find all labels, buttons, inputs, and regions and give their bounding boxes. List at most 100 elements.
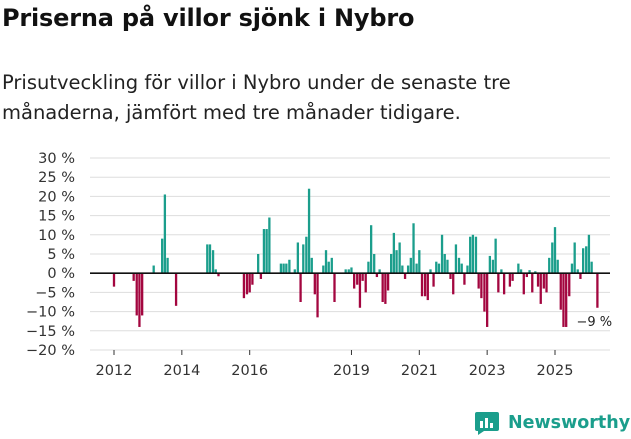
bar — [556, 259, 559, 274]
x-tick-label: 2025 — [537, 363, 574, 379]
bar — [350, 267, 353, 274]
bar — [426, 273, 429, 301]
bar — [545, 273, 548, 293]
bar — [497, 273, 500, 293]
bar — [257, 254, 260, 274]
bar-chart: −20 % −15 % −10 % −5 % 0 % 5 % 10 % 15 % 20 % 25 … — [26, 151, 612, 379]
bar — [251, 273, 254, 285]
bar — [307, 188, 311, 274]
bar — [477, 273, 480, 289]
bar — [313, 273, 316, 295]
bar — [559, 273, 562, 310]
bar — [488, 255, 492, 274]
bar — [395, 250, 398, 274]
bar — [519, 269, 523, 274]
chart-subtitle: Prisutveckling för villor i Nybro under … — [2, 71, 511, 124]
bar — [242, 273, 246, 299]
bar — [288, 259, 291, 274]
bar — [423, 273, 427, 297]
gridlines — [90, 157, 610, 351]
bar — [285, 263, 288, 274]
bar — [508, 273, 512, 287]
bar — [511, 273, 514, 281]
bar — [259, 273, 263, 279]
bar — [579, 273, 582, 279]
bar — [500, 269, 503, 274]
bar — [452, 273, 455, 295]
y-tick-label: 20 % — [38, 189, 75, 205]
y-tick-label: −15 % — [26, 324, 75, 340]
bar — [565, 273, 568, 327]
bar — [333, 273, 336, 302]
bar — [587, 234, 591, 274]
bar — [486, 273, 489, 327]
bar — [217, 273, 220, 277]
bar — [585, 246, 588, 274]
y-tick-label: −20 % — [26, 343, 75, 359]
bar — [161, 238, 164, 274]
bar — [568, 273, 571, 297]
bar — [474, 236, 478, 274]
bar — [536, 273, 540, 287]
bar — [378, 269, 381, 274]
bar — [392, 232, 396, 274]
bar — [299, 273, 302, 302]
bar — [463, 273, 466, 285]
bar — [570, 263, 574, 274]
bar — [409, 257, 412, 274]
bar — [135, 273, 138, 316]
x-tick-label: 2019 — [333, 363, 370, 379]
bar — [310, 257, 313, 274]
bar — [163, 194, 167, 274]
last-value-annotation: −9 % — [576, 315, 612, 330]
x-axis-ticks: 2012 2014 2016 2019 2021 2023 2025 — [96, 350, 574, 379]
chart-title: Priserna på villor sjönk i Nybro — [2, 4, 415, 32]
bar — [112, 273, 116, 287]
brand-name: Newsworthy — [508, 413, 631, 433]
bar — [316, 273, 319, 318]
bar — [384, 273, 387, 304]
bar — [480, 273, 483, 299]
bar — [548, 257, 551, 274]
bar — [138, 273, 141, 327]
bar — [403, 273, 407, 279]
bar — [573, 242, 576, 274]
newsworthy-logo[interactable]: Newsworthy — [474, 409, 630, 437]
bar — [152, 265, 155, 274]
y-tick-label: 15 % — [38, 209, 75, 225]
bar — [327, 261, 330, 274]
y-tick-label: −10 % — [26, 305, 75, 321]
bar — [268, 217, 271, 274]
bar — [440, 234, 444, 274]
x-tick-label: 2014 — [163, 363, 200, 379]
bar — [302, 244, 305, 274]
bar — [551, 242, 554, 274]
bar — [517, 263, 520, 274]
bar — [443, 254, 446, 274]
x-tick-label: 2023 — [469, 363, 506, 379]
bar — [364, 273, 367, 293]
bar — [375, 273, 379, 278]
bar — [401, 265, 404, 274]
bar — [466, 265, 469, 274]
bar — [596, 273, 599, 308]
y-tick-label: 5 % — [47, 247, 75, 263]
bar — [282, 263, 285, 274]
bar — [132, 273, 135, 281]
bar — [386, 273, 390, 291]
bar — [406, 265, 410, 274]
bar — [361, 273, 364, 281]
x-tick-label: 2016 — [231, 363, 268, 379]
bar — [449, 273, 452, 279]
bar — [174, 273, 178, 306]
bar — [539, 273, 542, 304]
bar — [494, 238, 497, 274]
bar — [211, 250, 215, 274]
bar — [214, 269, 217, 274]
bar — [322, 265, 325, 274]
bar — [435, 261, 438, 274]
bar — [457, 257, 461, 274]
bar — [344, 269, 347, 274]
bar — [454, 244, 458, 274]
bar — [248, 273, 251, 293]
